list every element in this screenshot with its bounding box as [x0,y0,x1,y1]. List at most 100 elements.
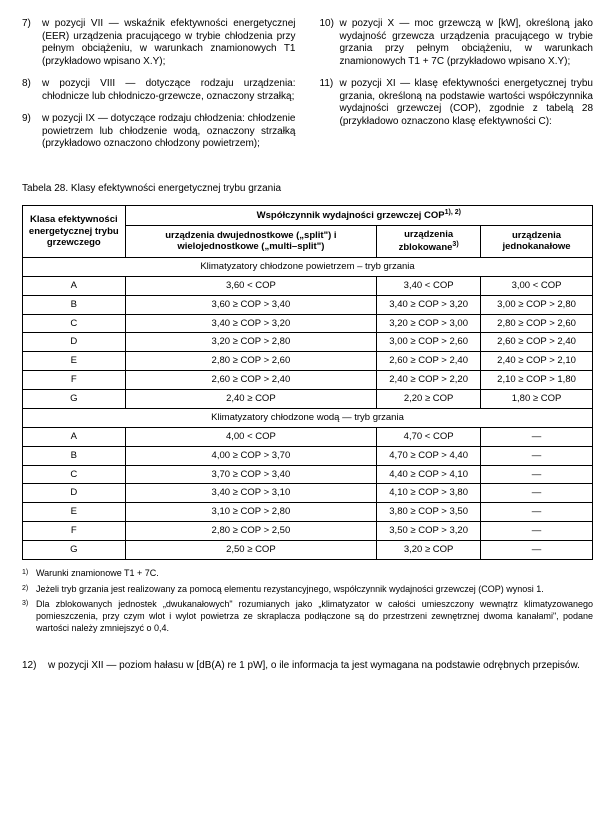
value-cell: 3,50 ≥ COP > 3,20 [377,522,481,541]
list-item-text: w pozycji X — moc grzewczą w [kW], okreś… [340,18,594,68]
value-cell: 2,40 ≥ COP > 2,20 [377,371,481,390]
class-cell: F [23,522,126,541]
list-item: 9)w pozycji IX — dotyczące rodzaju chłod… [22,113,296,151]
footnote-text: Warunki znamionowe T1 + 7C. [36,568,593,582]
class-cell: B [23,446,126,465]
header-col3: urządzenia jednokanałowe [481,226,593,258]
value-cell: — [481,484,593,503]
value-cell: 2,60 ≥ COP > 2,40 [125,371,377,390]
value-cell: 4,10 ≥ COP > 3,80 [377,484,481,503]
value-cell: — [481,446,593,465]
bottom-item: 12) w pozycji XII — poziom hałasu w [dB(… [22,660,593,673]
table-row: G2,50 ≥ COP3,20 ≥ COP— [23,541,593,560]
value-cell: 4,00 ≥ COP > 3,70 [125,446,377,465]
value-cell: — [481,465,593,484]
value-cell: 4,00 < COP [125,427,377,446]
value-cell: 3,40 ≥ COP > 3,20 [377,295,481,314]
table-section-cell: Klimatyzatory chłodzone powietrzem – try… [23,257,593,276]
value-cell: — [481,503,593,522]
value-cell: 2,20 ≥ COP [377,390,481,409]
list-item-text: w pozycji VIII — dotyczące rodzaju urząd… [42,78,296,103]
table-row: B3,60 ≥ COP > 3,403,40 ≥ COP > 3,203,00 … [23,295,593,314]
value-cell: 2,10 ≥ COP > 1,80 [481,371,593,390]
list-item-text: w pozycji VII — wskaźnik efektywności en… [42,18,296,68]
table-section-row: Klimatyzatory chłodzone wodą — tryb grza… [23,408,593,427]
value-cell: 4,70 ≥ COP > 4,40 [377,446,481,465]
class-cell: E [23,503,126,522]
list-item: 11)w pozycji XI — klasę efektywności ene… [320,78,594,128]
value-cell: 2,60 ≥ COP > 2,40 [481,333,593,352]
header-class: Klasa efektywności energetycznej trybu g… [23,206,126,258]
footnote-text: Dla zblokowanych jednostek „dwukanałowyc… [36,599,593,634]
class-cell: B [23,295,126,314]
class-cell: A [23,276,126,295]
footnote: 3)Dla zblokowanych jednostek „dwukanałow… [22,599,593,634]
bottom-item-number: 12) [22,660,48,673]
footnotes: 1)Warunki znamionowe T1 + 7C. 2)Jeżeli tr… [22,568,593,634]
value-cell: 3,20 ≥ COP > 3,00 [377,314,481,333]
list-item: 7)w pozycji VII — wskaźnik efektywności … [22,18,296,68]
footnote: 1)Warunki znamionowe T1 + 7C. [22,568,593,582]
class-cell: G [23,390,126,409]
list-item-number: 7) [22,18,42,68]
value-cell: 2,60 ≥ COP > 2,40 [377,352,481,371]
value-cell: 2,80 ≥ COP > 2,50 [125,522,377,541]
header-col2: urządzenia zblokowane3) [377,226,481,258]
table-row: C3,70 ≥ COP > 3,404,40 ≥ COP > 4,10— [23,465,593,484]
value-cell: 2,80 ≥ COP > 2,60 [125,352,377,371]
table-row: F2,80 ≥ COP > 2,503,50 ≥ COP > 3,20— [23,522,593,541]
value-cell: 2,40 ≥ COP > 2,10 [481,352,593,371]
value-cell: — [481,522,593,541]
table-row: G2,40 ≥ COP2,20 ≥ COP1,80 ≥ COP [23,390,593,409]
table-row: D3,40 ≥ COP > 3,104,10 ≥ COP > 3,80— [23,484,593,503]
top-columns: 7)w pozycji VII — wskaźnik efektywności … [22,18,593,161]
header-cop-span: Współczynnik wydajności grzewczej COP1),… [125,206,592,226]
right-column: 10)w pozycji X — moc grzewczą w [kW], ok… [320,18,594,161]
table-row: A3,60 < COP3,40 < COP3,00 < COP [23,276,593,295]
value-cell: 3,20 ≥ COP > 2,80 [125,333,377,352]
footnote: 2)Jeżeli tryb grzania jest realizowany z… [22,584,593,598]
class-cell: A [23,427,126,446]
list-item-number: 8) [22,78,42,103]
value-cell: 3,60 < COP [125,276,377,295]
class-cell: C [23,465,126,484]
value-cell: 2,40 ≥ COP [125,390,377,409]
list-item-text: w pozycji XI — klasę efektywności energe… [340,78,594,128]
class-cell: G [23,541,126,560]
list-item-number: 11) [320,78,340,128]
table-row: B4,00 ≥ COP > 3,704,70 ≥ COP > 4,40— [23,446,593,465]
value-cell: 2,50 ≥ COP [125,541,377,560]
value-cell: 4,70 < COP [377,427,481,446]
class-cell: E [23,352,126,371]
header-col1: urządzenia dwujednostkowe („split") i wi… [125,226,377,258]
value-cell: 3,40 ≥ COP > 3,20 [125,314,377,333]
value-cell: 3,20 ≥ COP [377,541,481,560]
table-row: E3,10 ≥ COP > 2,803,80 ≥ COP > 3,50— [23,503,593,522]
value-cell: 2,80 ≥ COP > 2,60 [481,314,593,333]
value-cell: 3,10 ≥ COP > 2,80 [125,503,377,522]
value-cell: 3,00 ≥ COP > 2,60 [377,333,481,352]
table-row: C3,40 ≥ COP > 3,203,20 ≥ COP > 3,002,80 … [23,314,593,333]
table-body: Klimatyzatory chłodzone powietrzem – try… [23,257,593,559]
table-section-row: Klimatyzatory chłodzone powietrzem – try… [23,257,593,276]
value-cell: — [481,427,593,446]
list-item-number: 10) [320,18,340,68]
value-cell: 3,80 ≥ COP > 3,50 [377,503,481,522]
value-cell: — [481,541,593,560]
list-item: 10)w pozycji X — moc grzewczą w [kW], ok… [320,18,594,68]
value-cell: 3,00 ≥ COP > 2,80 [481,295,593,314]
footnote-number: 1) [22,568,36,582]
table-row: A4,00 < COP4,70 < COP— [23,427,593,446]
footnote-number: 2) [22,584,36,598]
table-row: D3,20 ≥ COP > 2,803,00 ≥ COP > 2,602,60 … [23,333,593,352]
efficiency-table: Klasa efektywności energetycznej trybu g… [22,205,593,560]
class-cell: D [23,484,126,503]
table-row: E2,80 ≥ COP > 2,602,60 ≥ COP > 2,402,40 … [23,352,593,371]
bottom-item-text: w pozycji XII — poziom hałasu w [dB(A) r… [48,660,593,673]
class-cell: F [23,371,126,390]
list-item-text: w pozycji IX — dotyczące rodzaju chłodze… [42,113,296,151]
value-cell: 3,40 < COP [377,276,481,295]
table-row: F2,60 ≥ COP > 2,402,40 ≥ COP > 2,202,10 … [23,371,593,390]
value-cell: 3,60 ≥ COP > 3,40 [125,295,377,314]
value-cell: 3,00 < COP [481,276,593,295]
